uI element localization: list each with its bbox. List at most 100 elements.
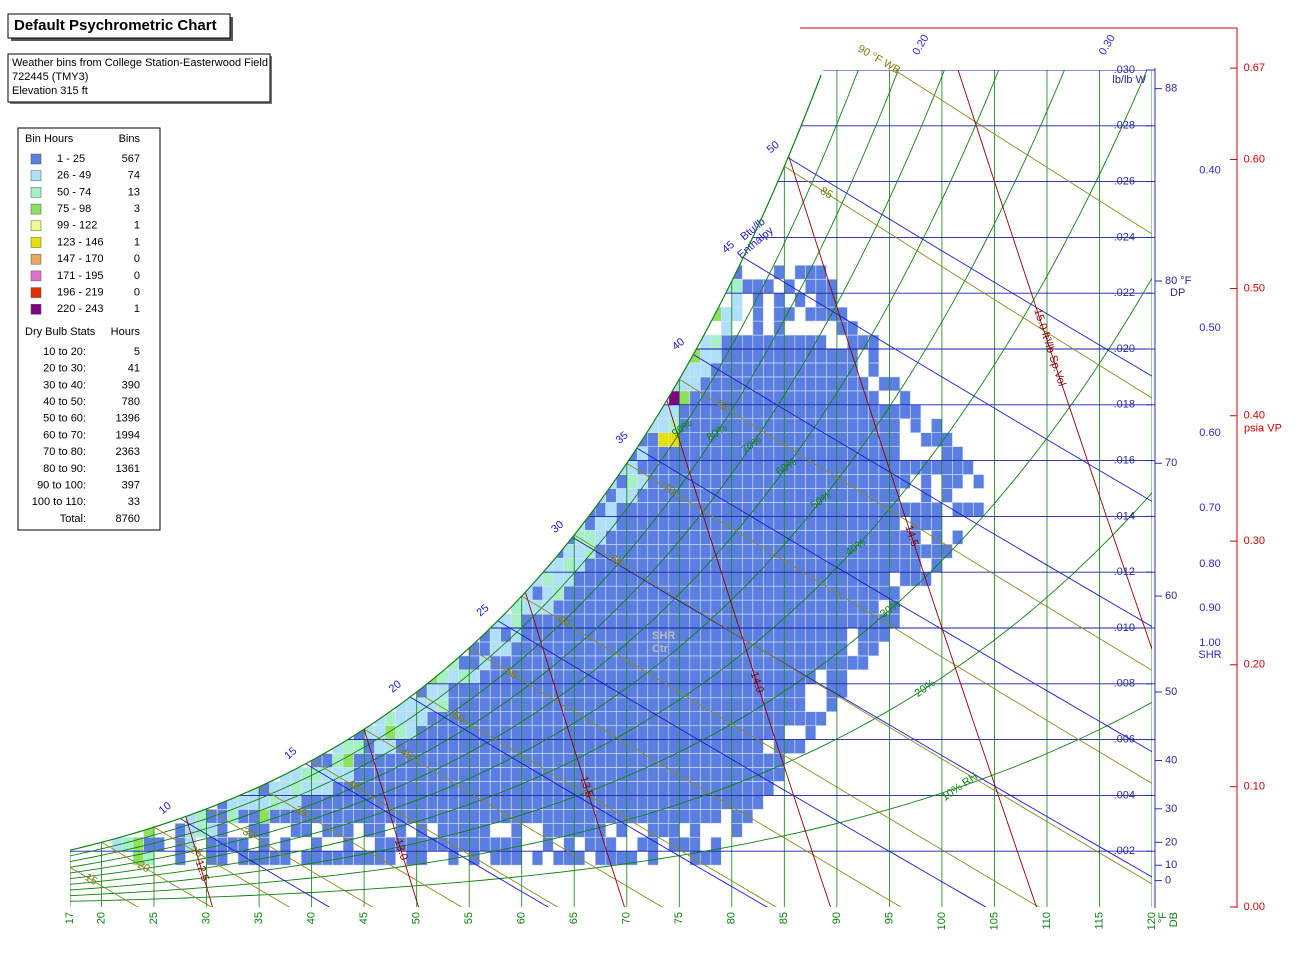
bin-cell bbox=[794, 502, 806, 517]
bin-cell bbox=[973, 474, 985, 489]
bin-cell bbox=[510, 836, 523, 852]
bin-cell bbox=[615, 669, 628, 685]
bin-cell bbox=[721, 460, 733, 475]
bin-cell bbox=[563, 557, 575, 573]
wb-line bbox=[70, 854, 155, 907]
db-tick-label: 85 bbox=[778, 912, 790, 924]
bin-cell bbox=[363, 767, 375, 782]
bin-cell bbox=[405, 711, 417, 726]
bin-cell bbox=[689, 543, 701, 559]
bin-cell bbox=[626, 627, 638, 643]
legend-bins: 0 bbox=[134, 253, 140, 265]
bin-cell bbox=[605, 613, 617, 629]
bin-cell bbox=[784, 488, 796, 503]
wb-value: 60 bbox=[555, 613, 572, 630]
w-tick-label: .022 bbox=[1114, 287, 1135, 299]
bin-cell bbox=[668, 502, 680, 517]
wb-line bbox=[153, 826, 302, 907]
bin-cell bbox=[615, 585, 628, 601]
bin-cell bbox=[773, 697, 785, 712]
w-tick-label: .018 bbox=[1114, 399, 1135, 411]
bin-cell bbox=[510, 683, 523, 699]
bin-cell bbox=[899, 404, 911, 420]
bin-cell bbox=[847, 655, 859, 671]
bin-cell bbox=[657, 585, 670, 601]
bin-cell bbox=[815, 306, 827, 322]
enthalpy-line bbox=[179, 818, 349, 907]
bin-cell bbox=[552, 809, 565, 824]
enthalpy-line bbox=[693, 354, 1153, 654]
bin-cell bbox=[584, 641, 596, 657]
bin-cell bbox=[510, 739, 523, 754]
bin-cell bbox=[269, 795, 281, 810]
db-tick-label: 110 bbox=[1041, 912, 1053, 930]
bin-cell bbox=[931, 516, 943, 531]
bin-cell bbox=[784, 655, 796, 671]
bin-cell bbox=[931, 418, 943, 433]
bin-cell bbox=[615, 502, 628, 517]
bin-cell bbox=[458, 739, 470, 754]
dp-tick-label: 60 bbox=[1165, 590, 1177, 602]
bin-cell bbox=[773, 348, 785, 364]
bin-cell bbox=[773, 418, 785, 433]
bin-cell bbox=[521, 725, 533, 740]
bin-cell bbox=[573, 683, 586, 699]
bin-cell bbox=[773, 516, 785, 531]
bin-cell bbox=[836, 571, 848, 587]
bin-cell bbox=[678, 767, 691, 782]
bin-cell bbox=[773, 446, 785, 461]
bin-cell bbox=[584, 725, 596, 740]
bin-cell bbox=[510, 781, 523, 796]
bin-cell bbox=[847, 585, 859, 601]
bin-cell bbox=[910, 418, 922, 433]
bin-cell bbox=[710, 683, 722, 699]
saturation-curve bbox=[69, 74, 822, 851]
bin-cell bbox=[742, 655, 754, 671]
bin-cell bbox=[763, 669, 775, 685]
wb-label: 90°F WB bbox=[856, 43, 903, 77]
db-tick-label: 115 bbox=[1093, 912, 1105, 930]
bin-cell bbox=[374, 836, 386, 852]
bin-cell bbox=[573, 809, 586, 824]
wb-value: 30 bbox=[240, 825, 257, 842]
bin-cell bbox=[489, 753, 502, 768]
bin-cell bbox=[510, 641, 523, 657]
bin-cell bbox=[584, 683, 596, 699]
bin-cell bbox=[248, 781, 260, 796]
bin-cell bbox=[552, 599, 565, 615]
bin-cell bbox=[374, 753, 386, 768]
bin-cell bbox=[815, 641, 827, 657]
bin-cell bbox=[311, 836, 323, 852]
bin-cell bbox=[868, 446, 880, 461]
bin-cell bbox=[699, 460, 712, 475]
bin-cell bbox=[668, 655, 680, 671]
bin-cell bbox=[868, 362, 880, 378]
w-tick-label: .016 bbox=[1114, 455, 1135, 467]
bin-cell bbox=[647, 781, 659, 796]
bin-cell bbox=[615, 781, 628, 796]
bin-cell bbox=[836, 516, 848, 531]
bin-cell bbox=[742, 795, 754, 810]
bin-cell bbox=[647, 432, 659, 447]
wb-value: 70 bbox=[661, 481, 678, 498]
wb-line bbox=[521, 595, 1048, 907]
bin-cell bbox=[784, 516, 796, 531]
bin-cell bbox=[384, 725, 396, 740]
bin-cell bbox=[332, 795, 344, 810]
bin-cell bbox=[721, 697, 733, 712]
legend-bins: 74 bbox=[128, 170, 140, 182]
bin-cell bbox=[615, 460, 628, 475]
legend-header: Bins bbox=[119, 133, 141, 145]
bin-cell bbox=[426, 753, 438, 768]
bin-cell bbox=[699, 711, 712, 726]
bin-cell bbox=[510, 850, 523, 866]
bin-cell bbox=[678, 530, 691, 545]
stats-header: Dry Bulb Stats bbox=[25, 326, 96, 338]
bin-cell bbox=[647, 543, 659, 559]
w-tick-label: .028 bbox=[1114, 120, 1135, 132]
bin-cell bbox=[878, 488, 890, 503]
legend-swatch bbox=[30, 170, 42, 181]
bin-cell bbox=[868, 390, 880, 406]
bin-cell bbox=[784, 362, 796, 378]
enthalpy-label: 15 bbox=[282, 745, 299, 762]
